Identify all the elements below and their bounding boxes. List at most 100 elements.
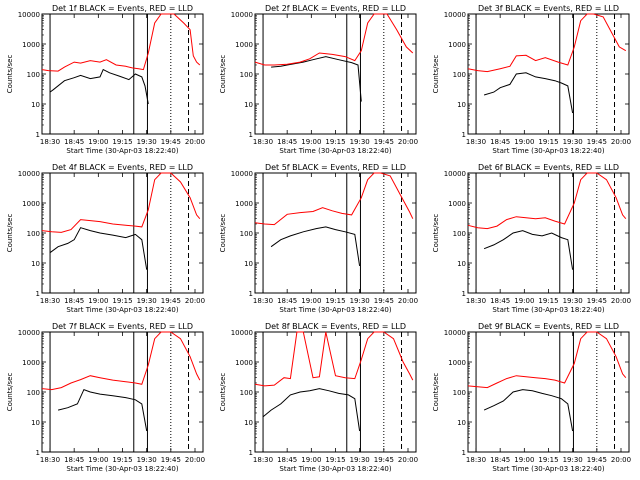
y-tick-label: 100: [240, 230, 253, 238]
series-lld-line: [467, 172, 627, 230]
x-tick-label: 18:30: [253, 456, 273, 464]
x-tick-label: 18:30: [40, 297, 60, 305]
x-tick-label: 20:00: [611, 297, 631, 305]
x-tick-label: 19:15: [112, 138, 132, 146]
x-tick-label: 18:45: [277, 297, 297, 305]
x-axis-label: Start Time (30-Apr-03 18:22:40): [279, 306, 391, 314]
x-tick-label: 20:00: [185, 297, 205, 305]
plot-frame: [467, 13, 630, 135]
y-tick-label: 1000: [448, 359, 466, 367]
y-axis-label: Counts/sec: [6, 214, 14, 253]
y-tick-label: 1000: [235, 41, 253, 49]
x-tick-label: 20:00: [611, 456, 631, 464]
x-tick-label: 19:30: [137, 138, 157, 146]
y-tick-label: 1: [36, 290, 40, 298]
chart-title: Det 6f BLACK = Events, RED = LLD: [478, 163, 619, 172]
x-axis-label: Start Time (30-Apr-03 18:22:40): [279, 465, 391, 473]
y-tick-label: 1: [249, 131, 253, 139]
x-tick-label: 19:45: [161, 138, 181, 146]
y-tick-label: 10000: [444, 329, 466, 337]
y-tick-label: 10000: [444, 170, 466, 178]
plot-frame: [254, 331, 417, 453]
panel-8: Det 8f BLACK = Events, RED = LLD 1 10 100 10…: [219, 322, 418, 473]
x-tick-label: 18:45: [64, 297, 84, 305]
x-axis-label: Start Time (30-Apr-03 18:22:40): [492, 147, 604, 155]
series-events-line: [49, 68, 149, 105]
y-tick-label: 10: [244, 260, 253, 268]
y-tick-label: 1: [462, 290, 466, 298]
y-tick-label: 10: [31, 101, 40, 109]
x-tick-label: 19:15: [325, 138, 345, 146]
x-tick-label: 19:00: [88, 297, 108, 305]
x-tick-label: 19:30: [563, 456, 583, 464]
x-tick-label: 19:15: [325, 456, 345, 464]
x-tick-label: 19:30: [563, 138, 583, 146]
series-lld-line: [467, 331, 627, 389]
x-tick-label: 19:00: [514, 138, 534, 146]
series-lld-line: [254, 331, 414, 387]
y-tick-label: 1000: [22, 200, 40, 208]
chart-title: Det 9f BLACK = Events, RED = LLD: [478, 322, 619, 331]
x-tick-label: 18:45: [64, 456, 84, 464]
x-axis-label: Start Time (30-Apr-03 18:22:40): [492, 306, 604, 314]
x-tick-label: 18:45: [490, 138, 510, 146]
x-axis-label: Start Time (30-Apr-03 18:22:40): [66, 465, 178, 473]
y-axis-label: Counts/sec: [219, 55, 227, 94]
x-tick-label: 19:15: [538, 138, 558, 146]
series-lld-line: [254, 13, 414, 66]
series-lld-line: [254, 172, 414, 226]
panel-7: Det 7f BLACK = Events, RED = LLD 1 10 100 10…: [6, 322, 205, 473]
series-events-line: [271, 56, 362, 102]
x-tick-label: 18:45: [490, 297, 510, 305]
y-axis-label: Counts/sec: [432, 55, 440, 94]
x-tick-label: 19:00: [514, 456, 534, 464]
x-tick-label: 19:00: [514, 297, 534, 305]
plot-frame: [467, 172, 630, 294]
series-lld-line: [41, 13, 201, 72]
series-lld-line: [41, 331, 201, 391]
x-tick-label: 19:45: [161, 297, 181, 305]
chart-title: Det 4f BLACK = Events, RED = LLD: [52, 163, 193, 172]
x-tick-label: 19:00: [301, 138, 321, 146]
x-tick-label: 18:45: [490, 456, 510, 464]
x-tick-label: 19:00: [301, 456, 321, 464]
series-events-line: [57, 388, 148, 432]
x-tick-label: 19:30: [137, 456, 157, 464]
panel-1: Det 1f BLACK = Events, RED = LLD 1 10 100 10…: [6, 4, 205, 155]
series-events-line: [483, 230, 574, 270]
y-tick-label: 1: [249, 290, 253, 298]
chart-title: Det 5f BLACK = Events, RED = LLD: [265, 163, 406, 172]
y-tick-label: 1: [462, 131, 466, 139]
panel-5: Det 5f BLACK = Events, RED = LLD 1 10 100 10…: [219, 163, 418, 314]
y-tick-label: 10000: [18, 170, 40, 178]
panel-6: Det 6f BLACK = Events, RED = LLD 1 10 100 10…: [432, 163, 631, 314]
x-tick-label: 19:00: [88, 138, 108, 146]
plot-frame: [41, 172, 204, 294]
series-events-line: [270, 226, 361, 266]
panel-3: Det 3f BLACK = Events, RED = LLD 1 10 100 10…: [432, 4, 631, 155]
y-tick-label: 100: [240, 389, 253, 397]
x-tick-label: 18:30: [466, 456, 486, 464]
x-tick-label: 19:15: [538, 297, 558, 305]
x-tick-label: 18:45: [277, 456, 297, 464]
y-tick-label: 1000: [448, 200, 466, 208]
y-tick-label: 10000: [231, 170, 253, 178]
x-tick-label: 18:45: [277, 138, 297, 146]
x-tick-label: 18:45: [64, 138, 84, 146]
x-tick-label: 19:00: [301, 297, 321, 305]
y-tick-label: 100: [453, 71, 466, 79]
x-tick-label: 19:15: [112, 297, 132, 305]
y-tick-label: 10: [31, 419, 40, 427]
x-tick-label: 20:00: [398, 138, 418, 146]
plot-frame: [41, 331, 204, 453]
x-axis-label: Start Time (30-Apr-03 18:22:40): [66, 306, 178, 314]
x-tick-label: 20:00: [185, 456, 205, 464]
y-tick-label: 10: [457, 260, 466, 268]
series-events-line: [262, 388, 361, 432]
y-axis-label: Counts/sec: [6, 373, 14, 412]
y-axis-label: Counts/sec: [6, 55, 14, 94]
chart-title: Det 8f BLACK = Events, RED = LLD: [265, 322, 406, 331]
x-tick-label: 19:30: [563, 297, 583, 305]
panel-9: Det 9f BLACK = Events, RED = LLD 1 10 100 10…: [432, 322, 631, 473]
